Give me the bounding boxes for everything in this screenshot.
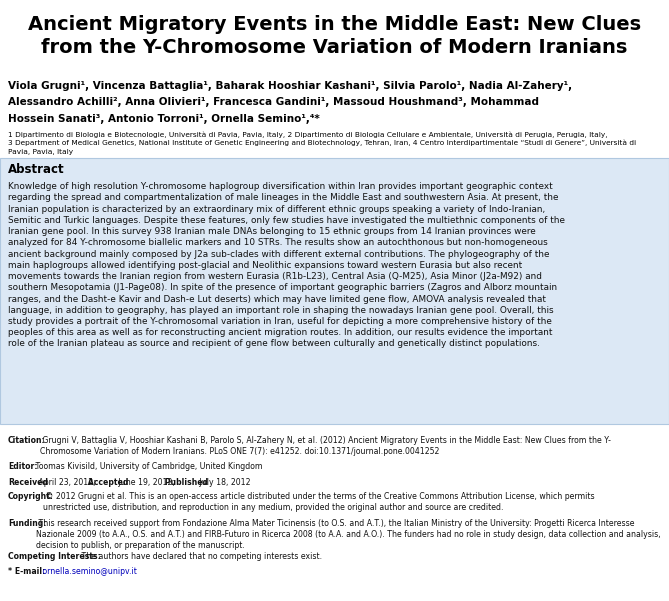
Text: Abstract: Abstract — [8, 163, 65, 176]
Text: The authors have declared that no competing interests exist.: The authors have declared that no compet… — [79, 552, 322, 561]
Text: © 2012 Grugni et al. This is an open-access article distributed under the terms : © 2012 Grugni et al. This is an open-acc… — [43, 492, 595, 512]
Text: Toomas Kivisild, University of Cambridge, United Kingdom: Toomas Kivisild, University of Cambridge… — [33, 462, 262, 471]
Text: Published: Published — [163, 478, 209, 487]
Text: * E-mail:: * E-mail: — [8, 567, 45, 576]
FancyBboxPatch shape — [0, 158, 669, 424]
Text: Copyright:: Copyright: — [8, 492, 54, 501]
Text: June 19, 2012;: June 19, 2012; — [116, 478, 175, 487]
Text: Editor:: Editor: — [8, 462, 37, 471]
Text: Hossein Sanati³, Antonio Torroni¹, Ornella Semino¹,⁴*: Hossein Sanati³, Antonio Torroni¹, Ornel… — [8, 114, 320, 124]
Text: Funding:: Funding: — [8, 519, 46, 528]
Text: ornella.semino@unipv.it: ornella.semino@unipv.it — [40, 567, 136, 576]
Text: April 23, 2012;: April 23, 2012; — [35, 478, 96, 487]
Text: Competing Interests:: Competing Interests: — [8, 552, 101, 561]
Text: Citation:: Citation: — [8, 436, 45, 445]
Text: Alessandro Achilli², Anna Olivieri¹, Francesca Gandini¹, Massoud Houshmand³, Moh: Alessandro Achilli², Anna Olivieri¹, Fra… — [8, 97, 539, 108]
Text: Viola Grugni¹, Vincenza Battaglia¹, Baharak Hooshiar Kashani¹, Silvia Parolo¹, N: Viola Grugni¹, Vincenza Battaglia¹, Baha… — [8, 81, 572, 91]
Text: Accepted: Accepted — [85, 478, 128, 487]
Text: Knowledge of high resolution Y-chromosome haplogroup diversification within Iran: Knowledge of high resolution Y-chromosom… — [8, 182, 565, 349]
Text: 1 Dipartimento di Biologia e Biotecnologie, Università di Pavia, Pavia, Italy, 2: 1 Dipartimento di Biologia e Biotecnolog… — [8, 131, 636, 154]
Text: Received: Received — [8, 478, 48, 487]
Text: This research received support from Fondazione Alma Mater Ticinensis (to O.S. an: This research received support from Fond… — [36, 519, 661, 550]
Text: Grugni V, Battaglia V, Hooshiar Kashani B, Parolo S, Al-Zahery N, et al. (2012) : Grugni V, Battaglia V, Hooshiar Kashani … — [40, 436, 611, 456]
Text: July 18, 2012: July 18, 2012 — [197, 478, 250, 487]
Text: Ancient Migratory Events in the Middle East: New Clues
from the Y-Chromosome Var: Ancient Migratory Events in the Middle E… — [28, 15, 641, 56]
